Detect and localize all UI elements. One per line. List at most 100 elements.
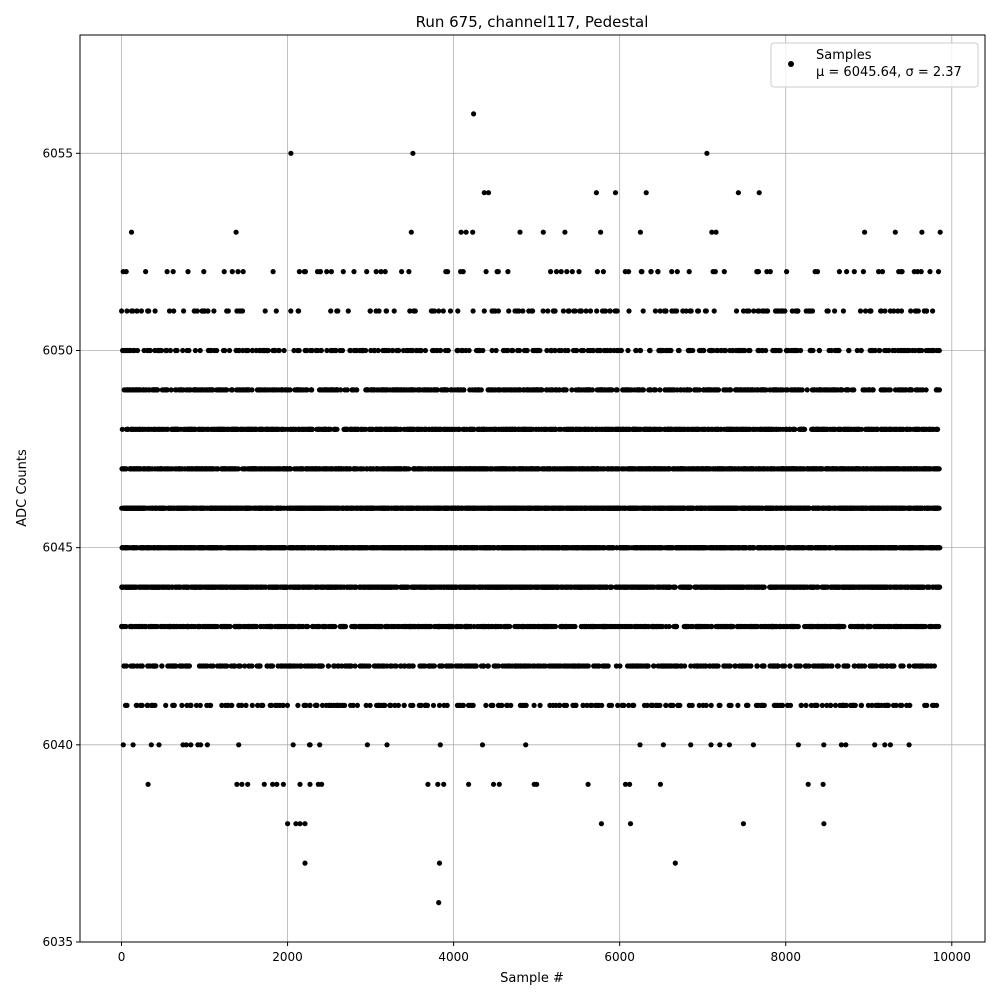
- sample-point: [582, 584, 588, 590]
- sample-point: [697, 623, 703, 630]
- sample-point: [525, 663, 531, 669]
- sample-point: [435, 545, 441, 551]
- sample-point: [803, 702, 809, 709]
- sample-point: [883, 584, 889, 590]
- sample-point: [286, 663, 292, 669]
- sample-point: [221, 663, 228, 669]
- sample-point: [408, 702, 414, 709]
- sample-point: [564, 663, 570, 669]
- sample-point: [645, 623, 652, 630]
- sample-point: [626, 702, 632, 709]
- sample-point: [482, 545, 488, 551]
- sample-point: [523, 702, 529, 709]
- sample-point: [540, 663, 546, 669]
- sample-point: [255, 702, 261, 709]
- sample-point: [601, 663, 608, 669]
- sample-point: [560, 623, 566, 630]
- sample-point: [148, 742, 154, 748]
- sample-point: [749, 584, 755, 590]
- sample-point: [630, 702, 636, 709]
- sample-point: [922, 702, 928, 709]
- sample-point: [132, 623, 138, 630]
- sample-point: [242, 663, 248, 669]
- sample-point: [629, 584, 635, 590]
- sample-point: [352, 584, 358, 590]
- sample-point: [721, 663, 727, 669]
- sample-point: [750, 742, 757, 748]
- sample-point: [480, 623, 486, 630]
- sample-point: [436, 702, 443, 709]
- sample-point: [430, 702, 437, 709]
- sample-point: [876, 623, 882, 630]
- sample-point: [809, 623, 815, 630]
- sample-point: [243, 702, 249, 709]
- sample-point: [675, 702, 681, 709]
- sample-point: [128, 663, 134, 669]
- sample-point: [554, 584, 560, 590]
- sample-point: [366, 623, 372, 630]
- sample-point: [397, 663, 404, 669]
- sample-point: [893, 545, 899, 551]
- sample-point: [732, 663, 739, 669]
- sample-point: [126, 584, 132, 590]
- sample-point: [156, 742, 162, 748]
- sample-point: [836, 623, 842, 630]
- sample-point: [802, 584, 808, 590]
- sample-point: [657, 702, 663, 709]
- sample-point: [809, 545, 815, 551]
- sample-point: [727, 584, 733, 590]
- sample-point: [454, 702, 460, 709]
- sample-point: [779, 663, 786, 669]
- sample-point: [380, 663, 386, 669]
- sample-point: [772, 702, 778, 709]
- sample-point: [269, 663, 275, 669]
- sample-point: [501, 545, 507, 551]
- sample-point: [637, 742, 643, 748]
- sample-point: [422, 702, 428, 709]
- sample-point: [475, 623, 481, 630]
- sample-point: [791, 545, 797, 551]
- sample-point: [609, 623, 615, 630]
- sample-point: [588, 584, 594, 590]
- sample-point: [596, 623, 602, 630]
- sample-point: [728, 623, 734, 630]
- sample-point: [221, 623, 227, 630]
- sample-point: [686, 584, 693, 590]
- sample-point: [695, 663, 701, 669]
- sample-point: [197, 702, 203, 709]
- sample-point: [589, 545, 595, 551]
- sample-point: [825, 584, 831, 590]
- sample-point: [832, 545, 838, 551]
- sample-point: [441, 702, 447, 709]
- sample-point: [722, 623, 728, 630]
- sample-point: [844, 663, 850, 669]
- sample-point: [462, 584, 468, 590]
- sample-point: [232, 663, 238, 669]
- sample-point: [358, 623, 364, 630]
- sample-point: [378, 702, 384, 709]
- sample-point: [236, 742, 242, 748]
- sample-point: [872, 742, 878, 748]
- sample-point: [918, 584, 925, 590]
- sample-point: [746, 623, 752, 630]
- sample-point: [670, 702, 676, 709]
- sample-point: [732, 584, 738, 590]
- sample-point: [613, 623, 619, 630]
- sample-point: [703, 702, 709, 709]
- sample-point: [222, 584, 229, 590]
- sample-point: [119, 623, 125, 630]
- sample-point: [467, 663, 473, 669]
- sample-point: [352, 663, 358, 669]
- sample-point: [613, 663, 620, 669]
- sample-point: [653, 584, 660, 590]
- sample-point: [761, 702, 767, 709]
- sample-point: [580, 702, 586, 709]
- sample-point: [907, 702, 913, 709]
- sample-point: [258, 545, 264, 551]
- sample-point: [321, 584, 327, 590]
- sample-point: [278, 545, 284, 551]
- sample-point: [260, 702, 266, 709]
- sample-point: [663, 623, 669, 630]
- sample-point: [727, 663, 733, 669]
